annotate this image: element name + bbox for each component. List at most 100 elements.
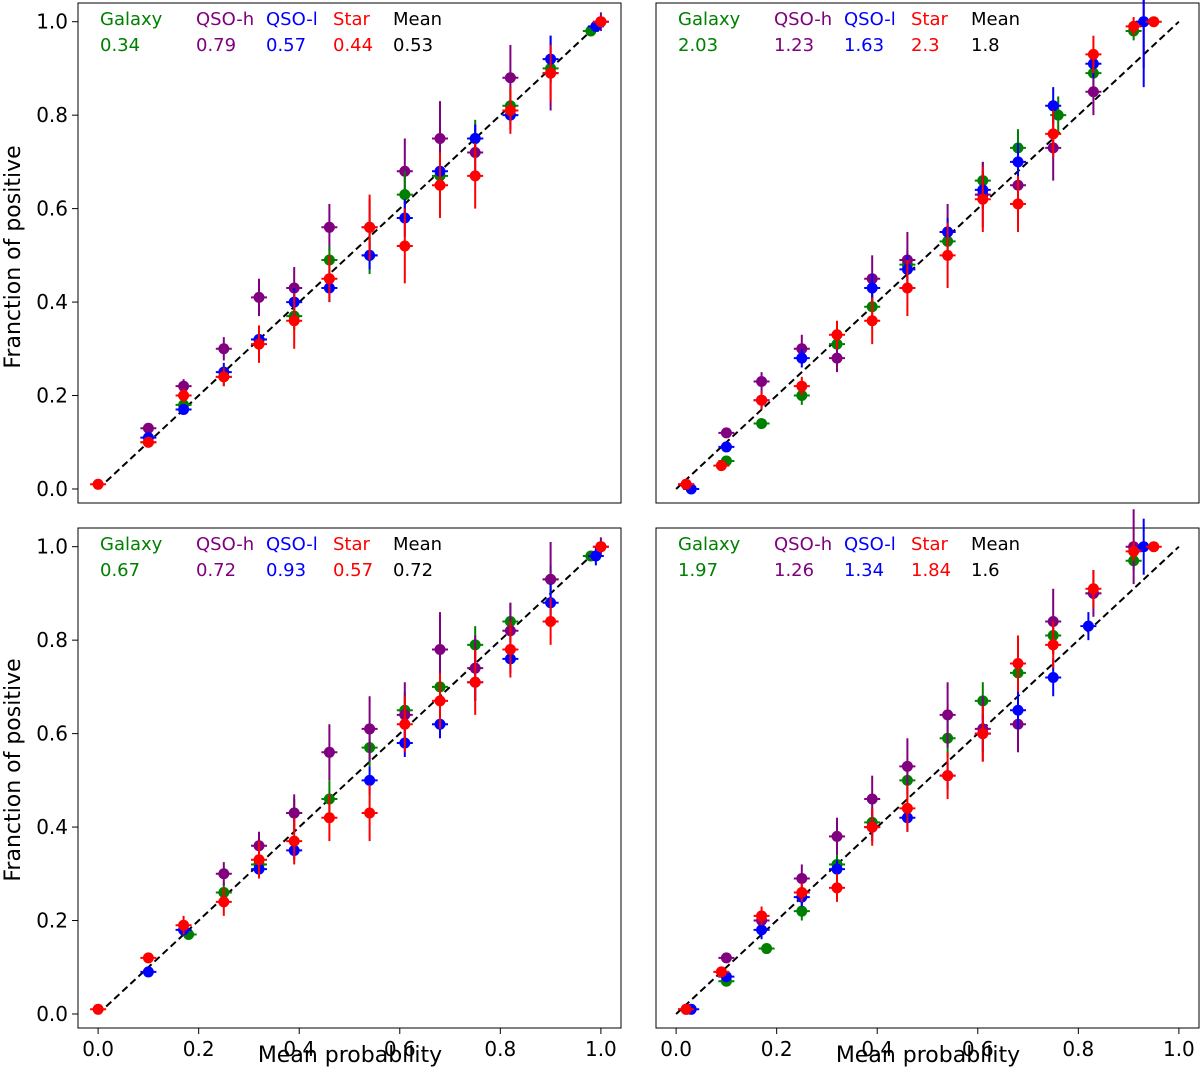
ylabel-bottom: Franction of positive [1,658,26,881]
data-point [720,952,732,964]
y-tick-label: 0.8 [36,103,68,127]
data-point [434,643,446,655]
series-star [90,541,609,1015]
data-point [364,807,376,819]
data-point [1128,545,1140,557]
legend-name-star: Star [911,9,949,30]
data-point [469,676,481,688]
perfect-calibration-line [97,545,602,1015]
legend-value-star: 0.44 [333,35,373,56]
legend-name-mean: Mean [393,9,442,30]
data-point [901,282,913,294]
legend-value-qso-h: 1.23 [774,35,814,56]
plot-area-frame [77,527,622,1029]
panel-top-left: 0.0 0.2 0.4 0.6 0.8 1.0 Galaxy 0.34 QSO-h 0.79 QSO… [36,2,622,504]
legend-name-mean: Mean [393,534,442,555]
data-point [866,821,878,833]
data-point [942,770,954,782]
data-point [288,835,300,847]
data-point [178,390,190,402]
legend-value-mean: 0.53 [393,35,433,56]
data-point [866,315,878,327]
data-point [1148,541,1160,553]
data-point [1148,16,1160,28]
data-point [399,189,411,201]
data-point [218,896,230,908]
legend-name-galaxy: Galaxy [100,534,163,555]
data-point [1047,100,1059,112]
legend-name-galaxy: Galaxy [678,534,741,555]
data-point [323,746,335,758]
y-tick-label: 0.2 [36,384,68,408]
legend-name-qso-l: QSO-l [844,534,896,555]
legend-value-star: 0.57 [333,560,373,581]
data-point [504,643,516,655]
data-point [866,793,878,805]
data-point [1012,198,1024,210]
legend-name-qso-l: QSO-l [266,9,318,30]
data-point [595,16,607,28]
data-point [323,812,335,824]
data-point [545,573,557,585]
data-point [796,905,808,917]
x-tick-label: 0.4 [861,1037,893,1061]
data-point [253,854,265,866]
series-star [678,16,1162,490]
legend-name-qso-h: QSO-h [196,9,254,30]
data-point [178,380,190,392]
perfect-calibration-line [675,20,1180,490]
legend-name-qso-h: QSO-h [196,534,254,555]
legend-value-galaxy: 2.03 [678,35,718,56]
data-point [434,695,446,707]
legend-name-qso-h: QSO-h [774,9,832,30]
legend-value-qso-l: 0.93 [266,560,306,581]
data-point [504,104,516,116]
plot-area-frame [77,2,622,504]
legend-name-galaxy: Galaxy [100,9,163,30]
x-tick-label: 0.8 [1062,1037,1094,1061]
data-point [253,291,265,303]
data-point [469,133,481,145]
x-tick-label: 0.0 [82,1037,114,1061]
legend-name-star: Star [333,9,371,30]
data-point [218,868,230,880]
panel-bottom-left: 0.0 0.2 0.4 0.6 0.8 1.0 0.0 0.2 0.4 0.6 0.8 1.0 Gala… [36,527,622,1061]
x-tick-label: 1.0 [1163,1037,1195,1061]
legend-name-qso-l: QSO-l [266,534,318,555]
legend-value-qso-l: 0.57 [266,35,306,56]
legend-value-mean: 1.8 [971,35,1000,56]
data-point [720,441,732,453]
data-point [831,830,843,842]
data-point [901,802,913,814]
data-point [364,723,376,735]
data-point [434,133,446,145]
data-point [178,919,190,931]
data-point [796,872,808,884]
plot-area-frame [655,527,1200,1029]
legend-value-mean: 0.72 [393,560,433,581]
data-point [218,343,230,355]
data-point [977,193,989,205]
panel-bottom-right: 0.0 0.2 0.4 0.6 0.8 1.0 Galaxy 1.97 QSO-h 1.26 QSO… [655,509,1200,1061]
data-point [1047,128,1059,140]
y-tick-label: 1.0 [36,535,68,559]
ylabel-top: Franction of positive [1,145,26,368]
panel-top-right: Galaxy 2.03 QSO-h 1.23 QSO-l 1.63 Star 2.3 Mean 1… [655,0,1200,504]
data-point [715,966,727,978]
data-point [1087,583,1099,595]
series-star [90,16,609,490]
data-point [680,478,692,490]
legend-value-qso-l: 1.63 [844,35,884,56]
data-point [364,221,376,233]
legend-value-star: 1.84 [911,560,951,581]
legend-name-mean: Mean [971,9,1020,30]
data-point [761,943,773,955]
data-point [866,282,878,294]
data-point [1087,48,1099,60]
data-point [1012,156,1024,168]
x-tick-label: 0.2 [183,1037,215,1061]
data-point [545,615,557,627]
data-point [595,541,607,553]
y-tick-label: 0.6 [36,197,68,221]
